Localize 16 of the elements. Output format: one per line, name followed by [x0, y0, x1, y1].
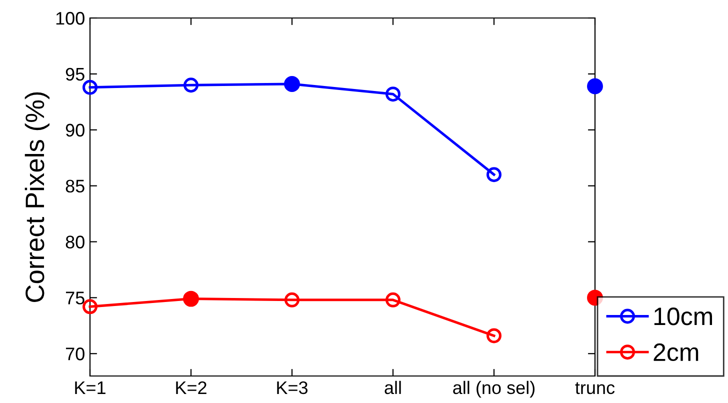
y-tick-label: 80 — [66, 236, 84, 248]
y-tick-label: 75 — [66, 292, 84, 304]
x-tick-label: K=2 — [176, 381, 206, 394]
y-tick-label: 95 — [66, 68, 84, 81]
y-tick-label: 100 — [56, 12, 84, 25]
y-tick-label: 85 — [66, 180, 84, 193]
x-tick-label: all (no sel) — [453, 380, 535, 398]
x-tick-label: all — [384, 380, 401, 394]
x-tick-label: K=3 — [277, 381, 308, 394]
x-tick-label: K=1 — [75, 382, 106, 394]
y-tick-label: 90 — [66, 124, 84, 137]
legend-label: 2cm — [654, 343, 698, 362]
legend-label: 10cm — [654, 308, 712, 326]
x-tick-label: trunc — [575, 382, 615, 394]
y-axis-title: Correct Pixels (%) — [24, 92, 50, 302]
y-tick-label: 70 — [66, 348, 84, 360]
